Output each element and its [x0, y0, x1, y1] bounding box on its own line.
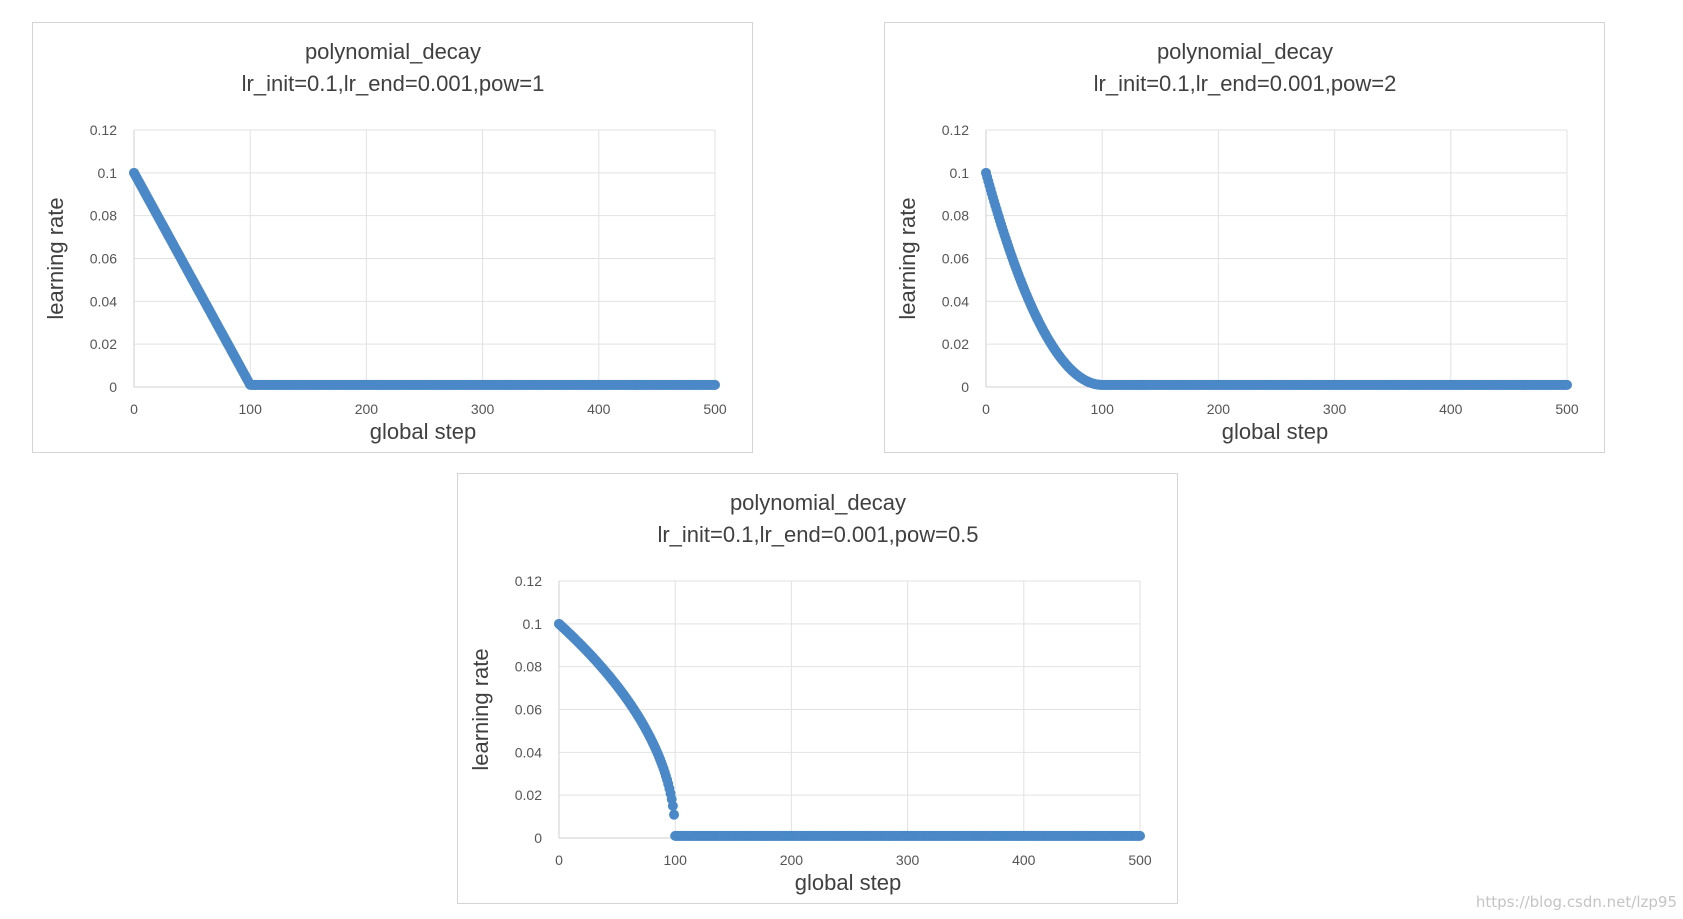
- chart-panel-pow-1: polynomial_decay lr_init=0.1,lr_end=0.001…: [32, 22, 753, 453]
- y-tick-label: 0.02: [90, 336, 117, 352]
- x-tick-label: 300: [1323, 401, 1347, 417]
- x-tick-label: 500: [1555, 401, 1579, 417]
- chart-title: polynomial_decay: [730, 490, 906, 515]
- y-tick-label: 0.12: [90, 122, 117, 138]
- x-axis-label: global step: [1222, 419, 1328, 444]
- x-tick-label: 0: [555, 852, 563, 868]
- x-tick-label: 200: [1207, 401, 1231, 417]
- watermark: https://blog.csdn.net/lzp95: [1475, 893, 1677, 911]
- x-tick-label: 300: [471, 401, 495, 417]
- x-tick-label: 200: [780, 852, 804, 868]
- y-tick-label: 0.12: [515, 573, 542, 589]
- y-tick-label: 0: [109, 379, 117, 395]
- data-point: [667, 800, 678, 811]
- x-tick-label: 0: [982, 401, 990, 417]
- chart-panel-pow-0-5: polynomial_decay lr_init=0.1,lr_end=0.001…: [457, 473, 1178, 904]
- x-tick-label: 0: [130, 401, 138, 417]
- y-tick-label: 0.12: [942, 122, 969, 138]
- chart-subtitle: lr_init=0.1,lr_end=0.001,pow=1: [242, 71, 545, 96]
- y-tick-label: 0.04: [942, 293, 969, 309]
- x-tick-label: 200: [355, 401, 379, 417]
- y-tick-label: 0: [534, 830, 542, 846]
- y-tick-label: 0.1: [950, 165, 970, 181]
- x-tick-label: 500: [1128, 852, 1152, 868]
- series-points: [981, 167, 1572, 390]
- x-axis-label: global step: [795, 870, 901, 895]
- y-tick-label: 0.1: [523, 616, 543, 632]
- x-tick-label: 400: [587, 401, 611, 417]
- chart-svg: polynomial_decay lr_init=0.1,lr_end=0.001…: [895, 39, 1579, 444]
- chart-svg: polynomial_decay lr_init=0.1,lr_end=0.001…: [43, 39, 727, 444]
- y-tick-label: 0: [961, 379, 969, 395]
- y-tick-label: 0.06: [942, 251, 969, 267]
- chart-svg: polynomial_decay lr_init=0.1,lr_end=0.001…: [468, 490, 1152, 895]
- data-point: [1135, 830, 1145, 841]
- y-tick-label: 0.06: [515, 702, 542, 718]
- chart-subtitle: lr_init=0.1,lr_end=0.001,pow=2: [1094, 71, 1397, 96]
- x-tick-label: 500: [703, 401, 727, 417]
- chart-panel-pow-2: polynomial_decay lr_init=0.1,lr_end=0.001…: [884, 22, 1605, 453]
- y-tick-label: 0.02: [515, 787, 542, 803]
- y-axis-label: learning rate: [895, 197, 920, 319]
- y-tick-label: 0.02: [942, 336, 969, 352]
- y-tick-label: 0.08: [90, 208, 117, 224]
- series-points: [554, 618, 1145, 841]
- chart-title: polynomial_decay: [1157, 39, 1333, 64]
- y-tick-label: 0.1: [98, 165, 118, 181]
- chart-title: polynomial_decay: [305, 39, 481, 64]
- data-point: [1562, 379, 1572, 390]
- y-tick-label: 0.04: [515, 744, 542, 760]
- y-axis-label: learning rate: [468, 648, 493, 770]
- x-tick-label: 100: [664, 852, 688, 868]
- data-point: [669, 809, 680, 820]
- chart-subtitle: lr_init=0.1,lr_end=0.001,pow=0.5: [657, 522, 978, 547]
- y-tick-label: 0.08: [515, 659, 542, 675]
- y-axis-label: learning rate: [43, 197, 68, 319]
- x-tick-label: 400: [1012, 852, 1036, 868]
- y-tick-label: 0.04: [90, 293, 117, 309]
- x-tick-label: 100: [1091, 401, 1115, 417]
- x-tick-label: 300: [896, 852, 920, 868]
- x-tick-label: 400: [1439, 401, 1463, 417]
- y-tick-label: 0.06: [90, 251, 117, 267]
- x-tick-label: 100: [239, 401, 263, 417]
- y-tick-label: 0.08: [942, 208, 969, 224]
- x-axis-label: global step: [370, 419, 476, 444]
- series-points: [129, 167, 720, 390]
- data-point: [710, 379, 720, 390]
